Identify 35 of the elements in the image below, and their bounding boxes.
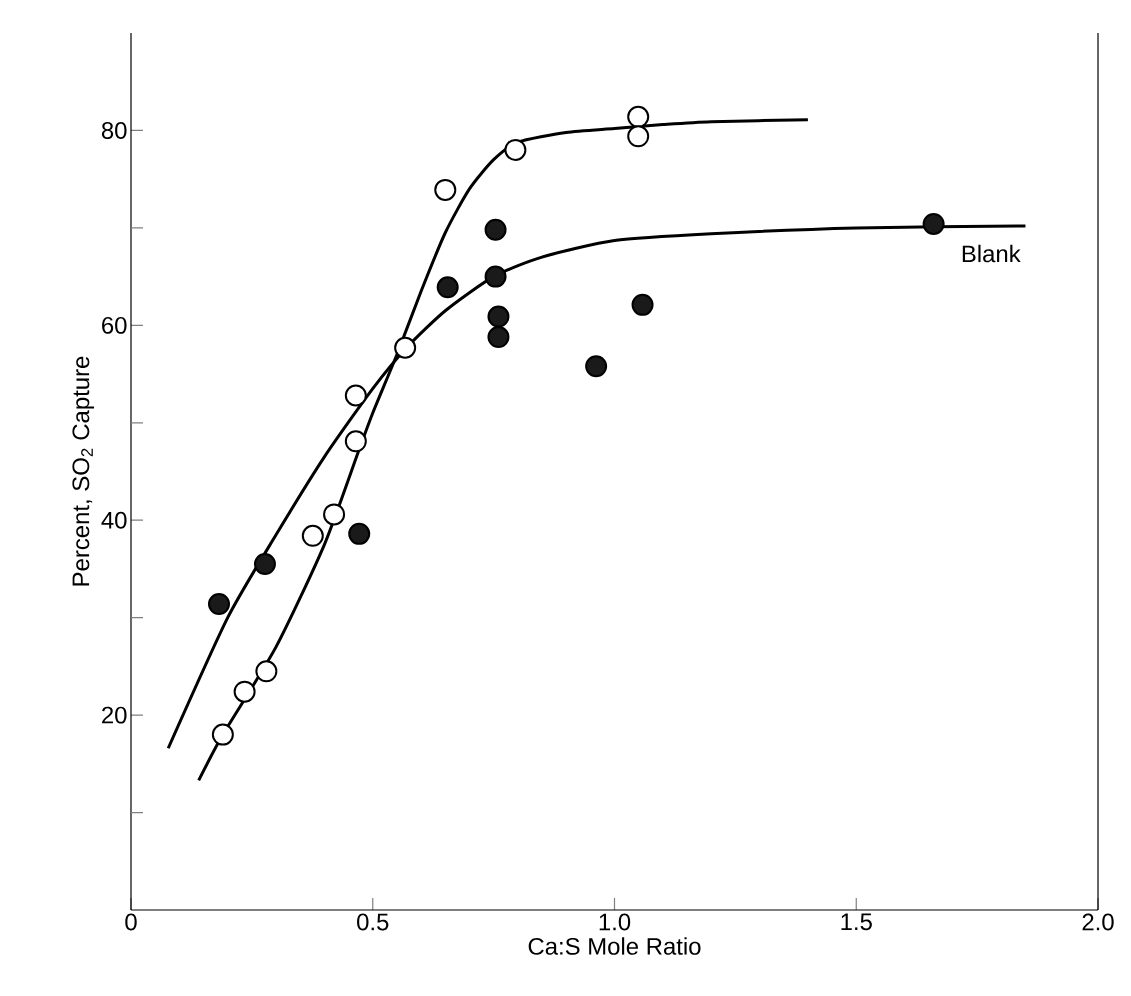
point	[255, 660, 278, 683]
point	[484, 265, 507, 288]
point	[487, 326, 510, 349]
y-tick-label: 40	[101, 511, 127, 529]
point	[484, 218, 507, 241]
x-tick-label: 2.0	[1082, 913, 1114, 931]
point	[922, 212, 945, 235]
point	[323, 503, 346, 526]
y-tick-label: 20	[102, 706, 127, 724]
point	[504, 138, 527, 161]
x-tick-label: 1.0	[599, 913, 631, 931]
point	[211, 723, 234, 746]
point	[208, 593, 230, 616]
point	[348, 522, 371, 545]
y-axis-title: Percent, SO$_{2}$ Capture	[72, 356, 95, 586]
point	[344, 430, 367, 453]
y-tick-label: 60	[102, 316, 127, 334]
x-tick-label: 1.5	[841, 913, 872, 931]
point	[585, 355, 608, 378]
point	[487, 305, 510, 328]
point	[631, 293, 654, 316]
point	[434, 178, 457, 201]
y-tick-label: 80	[101, 121, 127, 139]
point	[344, 384, 367, 407]
x-tick-label: 0	[125, 913, 137, 931]
point	[301, 524, 324, 547]
point	[253, 553, 276, 576]
x-axis-title: Ca:S Mole Ratio	[528, 937, 701, 955]
point	[436, 276, 459, 299]
point	[233, 680, 256, 703]
point	[394, 336, 417, 359]
series-label: Blank	[962, 244, 1021, 263]
point	[627, 105, 650, 128]
point	[627, 125, 650, 148]
x-tick-label: 0.5	[357, 913, 389, 931]
